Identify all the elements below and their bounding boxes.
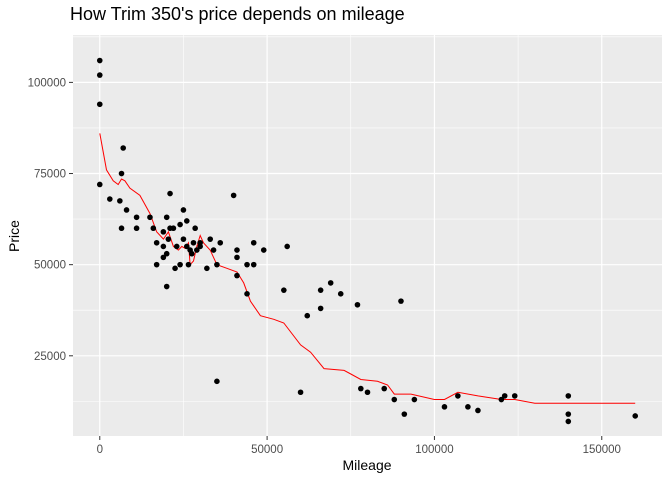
data-point [354,301,361,308]
data-point [217,239,224,246]
data-point [96,181,103,188]
data-point [172,265,178,272]
data-point [190,239,197,246]
data-point [107,196,113,202]
data-point [337,291,344,297]
data-point [391,396,398,403]
x-tick-label: 0 [97,444,103,456]
data-point [475,407,481,414]
data-point [147,214,153,221]
x-tick-label: 50000 [251,444,283,456]
data-point [118,225,125,232]
data-point [304,312,311,319]
data-point [565,418,572,425]
data-point [153,239,160,246]
data-point [167,190,173,197]
data-point [177,261,183,268]
data-point [204,265,210,272]
y-tick-label: 75000 [34,169,66,181]
data-point [210,247,217,253]
data-point [207,236,214,242]
data-point [123,207,130,213]
data-point [284,243,290,250]
major-gridlines [73,35,662,436]
data-point [150,225,157,232]
data-point [183,218,190,224]
y-tick-label: 50000 [34,260,66,272]
data-point [96,72,103,78]
data-point [133,214,140,221]
data-point [565,411,572,417]
data-point [180,236,187,242]
y-tick-label: 100000 [28,77,66,89]
data-point [317,305,324,312]
data-point [180,207,187,213]
data-point [163,283,170,290]
plot-panel [73,35,662,436]
data-point [465,404,471,410]
data-point [565,393,572,399]
data-point [234,254,240,261]
data-point [194,247,200,253]
data-point [163,214,170,221]
data-point [197,243,203,250]
data-point [498,396,505,403]
data-point [120,145,126,151]
data-point [401,411,408,417]
data-point [250,261,257,268]
data-point [230,192,237,199]
data-point [398,298,404,304]
chart-title: How Trim 350's price depends on mileage [70,4,405,24]
data-point [250,239,257,246]
data-point [632,413,639,419]
x-tick-label: 150000 [583,444,621,456]
data-point [153,261,160,268]
data-point [214,261,220,268]
data-point [170,225,177,232]
data-point [411,396,418,403]
data-point [177,221,183,228]
data-point [118,170,125,177]
data-point [244,261,250,268]
y-tick-label: 25000 [34,351,66,363]
data-point [281,287,287,293]
data-point [133,225,140,232]
y-axis: 25000 50000 75000 100000 [28,77,73,363]
data-point [160,254,167,261]
data-point [455,393,461,399]
x-tick-label: 100000 [415,444,453,456]
data-point [381,385,388,392]
data-point [192,225,198,232]
data-point [165,236,172,242]
data-point [244,291,250,297]
data-point [234,247,240,253]
data-point [327,280,334,286]
data-point [511,393,518,399]
data-point [163,250,170,257]
data-point [160,243,167,250]
y-axis-title: Price [6,220,22,252]
data-point [297,389,304,396]
data-point [358,385,364,392]
data-points [96,57,639,425]
data-point [214,378,220,385]
data-point [317,287,324,293]
data-point [501,393,508,399]
minor-gridlines [73,35,662,436]
data-point [441,404,448,410]
data-point [173,243,180,250]
data-point [96,57,103,64]
data-point [183,243,190,250]
data-point [260,247,267,253]
x-axis-title: Mileage [342,457,391,473]
data-point [234,272,240,279]
data-point [185,261,192,268]
data-point [189,250,195,257]
data-point [160,229,167,235]
data-point [117,198,123,204]
data-point [364,389,371,396]
data-point [96,101,103,108]
x-axis: 0 50000 100000 150000 [97,436,621,456]
